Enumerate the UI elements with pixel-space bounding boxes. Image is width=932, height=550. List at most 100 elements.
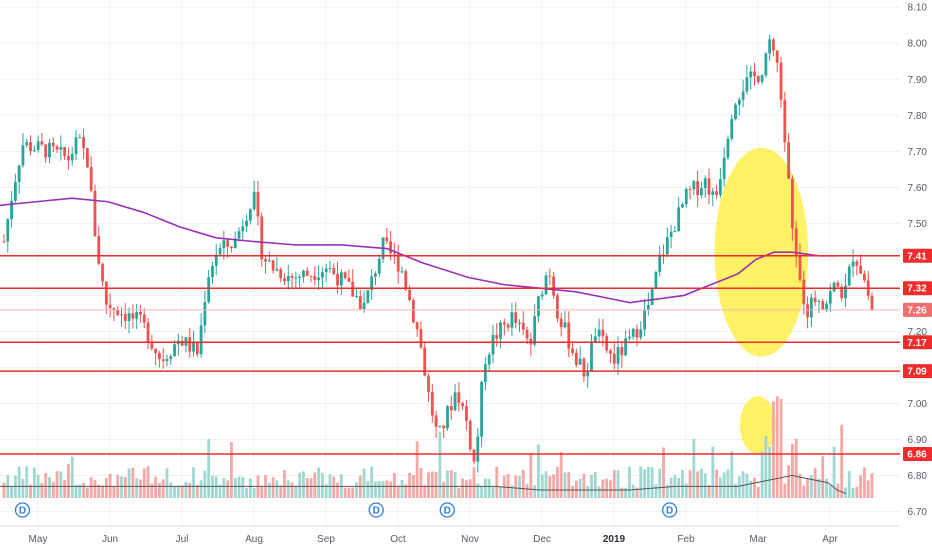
volume-bar [449, 470, 453, 498]
candle-body [571, 348, 574, 353]
volume-bar [616, 470, 620, 498]
candle-body [165, 359, 169, 362]
volume-bar [142, 468, 146, 498]
candle-body [677, 207, 681, 232]
time-tick-label: May [29, 534, 48, 545]
price-tick-label: 8.00 [908, 39, 928, 50]
time-axis[interactable]: May Jun Jul Aug Sep Oct Nov Dec 2019 Feb Mar Apr [0, 525, 900, 545]
volume-bar [279, 485, 283, 498]
candle-body [127, 313, 131, 322]
candle-body [320, 272, 324, 278]
volume-bar [768, 446, 772, 498]
candle-body [6, 219, 10, 242]
candle-body [442, 425, 446, 429]
volume-bar [772, 401, 775, 498]
volume-bar [734, 483, 737, 498]
candle-body [195, 342, 199, 355]
price-tick-label: 7.00 [908, 399, 928, 410]
volume-bar [324, 484, 328, 498]
volume-bar [491, 485, 495, 498]
candle-body [44, 144, 48, 158]
volume-bar [74, 485, 78, 498]
candle-body [180, 340, 184, 346]
volume-bar [813, 467, 817, 498]
candle-body [787, 142, 791, 179]
volume-bar [161, 479, 165, 498]
candle-body [537, 296, 540, 317]
volume-bar [336, 482, 339, 498]
volume-bar [612, 469, 616, 498]
volume-bar [347, 487, 351, 498]
candle-body [89, 167, 93, 191]
candle-body [609, 350, 612, 354]
candle-body [449, 406, 453, 411]
volume-bar [275, 480, 279, 498]
volume-bar [267, 482, 271, 498]
candle-body [468, 420, 472, 450]
volume-bar [787, 465, 791, 498]
volume-bar [506, 473, 510, 498]
price-axis[interactable]: 8.10 8.00 7.90 7.80 7.70 7.60 7.50 7.20 7.00 6.90… [900, 0, 932, 550]
candle-body [756, 76, 760, 82]
volume-bar [131, 467, 135, 498]
candle-body [313, 276, 317, 281]
candle-body [237, 231, 241, 239]
volume-bar [753, 477, 756, 498]
volume-bar [605, 478, 609, 498]
volume-bar [870, 473, 874, 498]
candle-body [703, 178, 707, 189]
candle-body [218, 248, 222, 255]
volume-bar [302, 471, 305, 498]
volume-bar [726, 469, 730, 498]
price-tick-label: 7.60 [908, 183, 928, 194]
volume-bar [442, 481, 446, 498]
volume-bar [783, 483, 787, 498]
candle-body [67, 155, 70, 161]
volume-ma-line [0, 475, 847, 495]
volume-bar [434, 472, 438, 498]
volume-bar [764, 435, 768, 498]
time-tick-label: Jun [102, 534, 118, 545]
volume-bar [696, 471, 700, 498]
volume-bar [457, 487, 461, 498]
candle-body [298, 277, 302, 279]
candle-body [563, 322, 567, 328]
volume-bar [29, 484, 32, 498]
candle-body [711, 191, 715, 195]
candle-body [51, 142, 55, 147]
candle-body [809, 297, 813, 318]
horizontal-levels[interactable]: 7.41 7.32 7.17 7.09 6.86 7.26 [0, 248, 932, 461]
candle-body [730, 119, 734, 139]
volume-moving-average [0, 475, 847, 495]
volume-bar [214, 476, 218, 498]
candle-body [567, 322, 571, 349]
candle-body [559, 318, 563, 328]
dividend-marker-icon [661, 502, 678, 518]
time-tick-label: Apr [822, 534, 838, 545]
candle-body [279, 269, 283, 279]
volume-bar [438, 431, 442, 498]
volume-bar [309, 478, 313, 498]
volume-bar [779, 398, 783, 498]
candle-body [10, 200, 13, 220]
volume-bar [218, 484, 222, 498]
volume-bar [677, 477, 681, 498]
candle-body [605, 336, 609, 351]
candle-body [233, 238, 237, 249]
candle-body [374, 273, 377, 277]
price-tick-label: 7.50 [908, 219, 928, 230]
candle-body [2, 241, 6, 243]
candle-body [506, 324, 510, 328]
volume-bar [593, 471, 597, 498]
candle-body [510, 312, 514, 328]
price-tick-label: 7.90 [908, 75, 928, 86]
candle-body [688, 189, 692, 191]
time-tick-label: Nov [461, 534, 479, 545]
volume-bar [825, 478, 828, 498]
volume-bar [351, 487, 355, 498]
candle-body [798, 255, 802, 280]
candle-body [271, 260, 275, 271]
volume-bar [658, 468, 662, 498]
